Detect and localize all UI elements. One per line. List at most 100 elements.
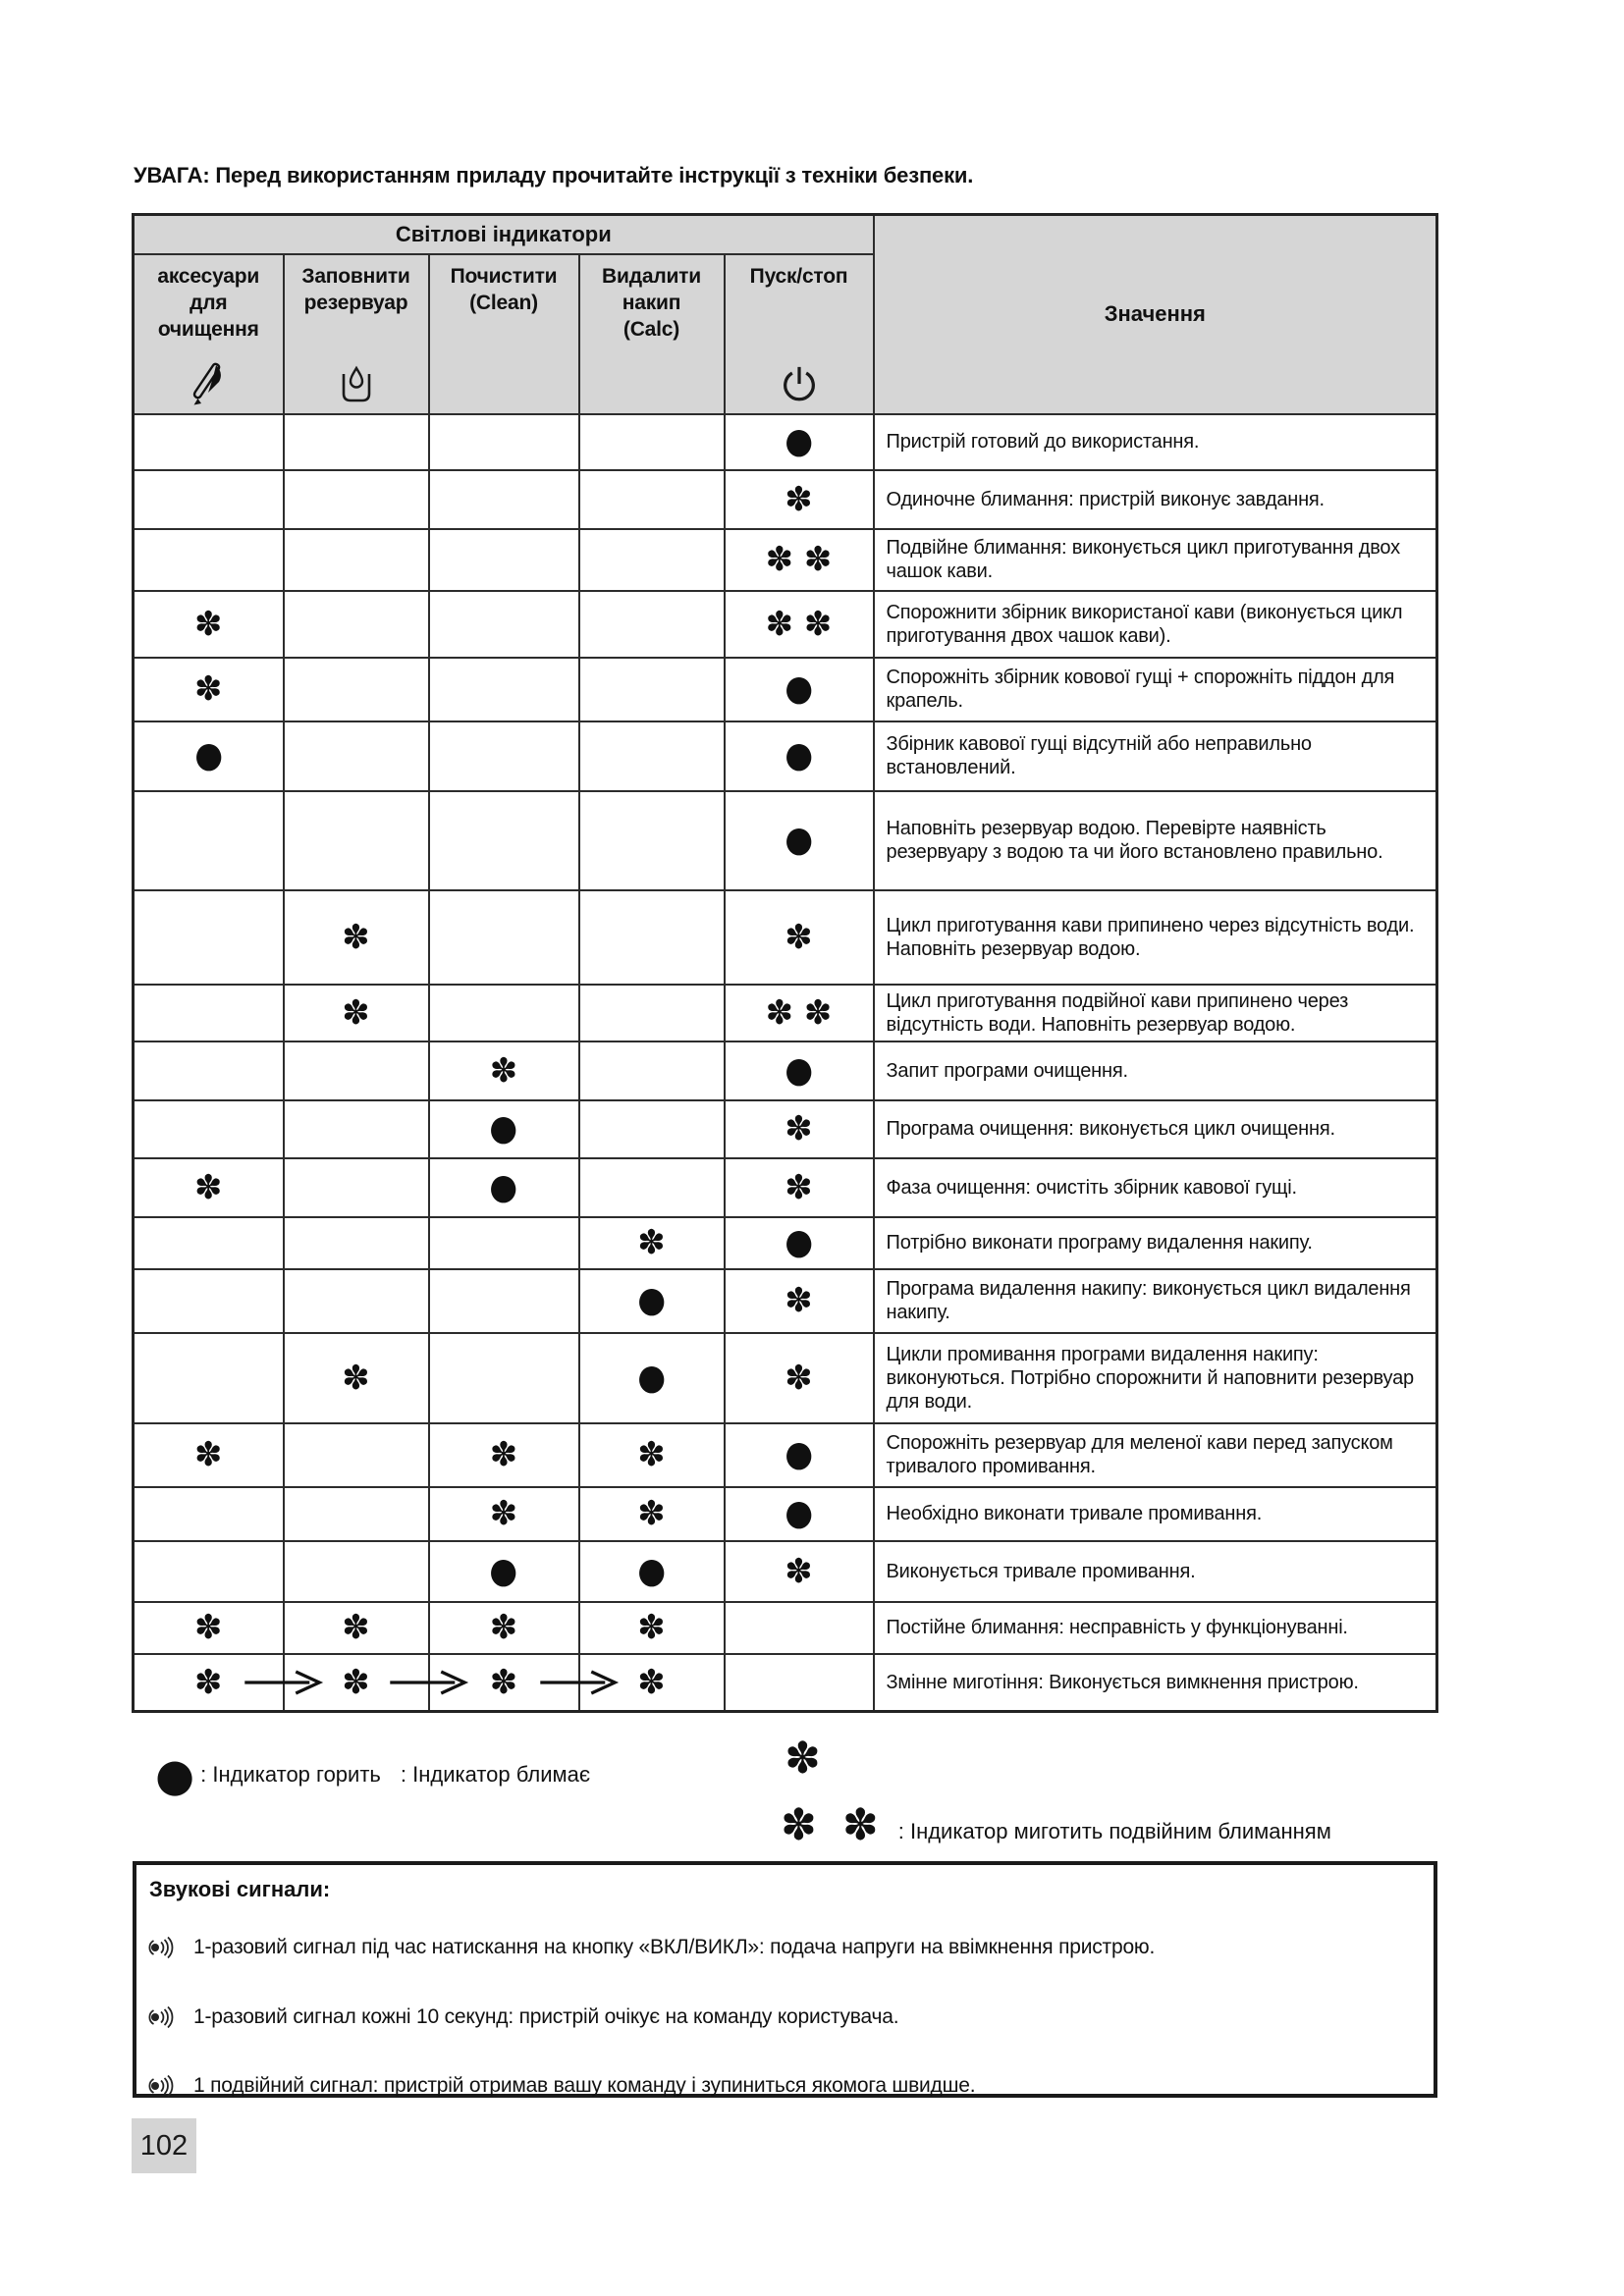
indicator-cell-clean [427, 789, 580, 891]
table-row: ● ● ✽ Виконується тривале промивання. [132, 1539, 1438, 1603]
sound-signals-box: Звукові сигнали: 1-разовий сигнал під ча… [133, 1861, 1437, 2098]
meaning-cell: Постійне блимання: несправність у функці… [872, 1600, 1438, 1655]
table-row: ✽ ● Потрібно виконати програму видалення н… [132, 1215, 1438, 1270]
page-number: 102 [132, 2118, 196, 2173]
legend-double-blink-label: : Індикатор миготить подвійним блиманням [897, 1819, 1331, 1843]
indicator-cell-start: ● [723, 1040, 875, 1101]
indicator-cell-accessories [132, 1098, 285, 1159]
blink-indicator-icon: ✽ [194, 604, 223, 644]
indicator-cell-start: ✽ [723, 1098, 875, 1159]
indicator-cell-calc [577, 789, 726, 891]
column-header-clean: Почистити (Clean) [427, 252, 580, 415]
meaning-cell: Збірник кавової гущі відсутній або непра… [872, 720, 1438, 792]
blink-indicator-icon: ✽ [785, 1281, 813, 1320]
blink-indicator-icon: ✽ [194, 1608, 223, 1647]
indicator-cell-clean [427, 1331, 580, 1424]
indicator-cell-calc: ● [577, 1539, 726, 1603]
indicator-cell-tank [282, 527, 430, 592]
blink-indicator-icon: ✽ [342, 1662, 370, 1702]
indicator-cell-accessories [132, 1215, 285, 1270]
meaning-cell: Цикли промивання програми видалення наки… [872, 1331, 1438, 1424]
indicator-cell-start: ● [723, 1421, 875, 1488]
indicator-cell-clean: ✽ [427, 1421, 580, 1488]
legend-double-blink-line: ✽ ✽ : Індикатор миготить подвійним блима… [781, 1804, 1331, 1847]
meaning-cell: Програма очищення: виконується цикл очищ… [872, 1098, 1438, 1159]
sound-item: 1 подвійний сигнал: пристрій отримав ваш… [148, 2072, 1434, 2100]
blink-indicator-icon: ✽ [342, 992, 370, 1033]
table-row: ✽ ✽ ✽ ✽ Постійне блимання: несправність у фу… [132, 1600, 1438, 1655]
indicator-cell-calc [577, 983, 726, 1042]
indicator-cell-tank [282, 1421, 430, 1488]
blink-indicator-icon: ✽ [194, 1167, 223, 1207]
table-row: ✽ ● ✽ Цикли промивання програми видалення н… [132, 1331, 1438, 1424]
indicator-cell-start: ✽ [723, 468, 875, 530]
indicator-cell-tank: ✽ [282, 983, 430, 1042]
arrow-icon [386, 1668, 470, 1697]
indicator-cell-accessories [132, 412, 285, 471]
on-indicator-icon: ● [637, 1357, 666, 1398]
indicator-cell-clean [427, 412, 580, 471]
indicator-cell-clean [427, 1267, 580, 1334]
meaning-cell: Подвійне блимання: виконується цикл приг… [872, 527, 1438, 592]
speaker-icon [148, 1934, 178, 1961]
water-tank-icon [337, 362, 376, 405]
indicator-cell-calc [577, 720, 726, 792]
indicator-cell-calc: ✽ [539, 1652, 726, 1713]
blink-indicator-icon: ✽ [342, 917, 370, 957]
indicator-cell-start: ✽ [723, 1539, 875, 1603]
meaning-cell: Потрібно виконати програму видалення нак… [872, 1215, 1438, 1270]
table-column-header-row: аксесуари для очищення Заповнити резерву… [132, 252, 1437, 415]
on-indicator-icon: ● [785, 1049, 813, 1091]
indicator-cell-start: ● [723, 789, 875, 891]
blink-indicator-icon: ✽ [489, 1608, 518, 1647]
sound-signals-title: Звукові сигнали: [149, 1877, 331, 1901]
double-blink-indicator-icon: ✽ ✽ [765, 604, 833, 644]
indicator-cell-accessories [132, 527, 285, 592]
sound-item: 1-разовий сигнал під час натискання на к… [148, 1934, 1434, 1961]
indicator-cell-tank [282, 589, 430, 659]
indicator-cell-tank [282, 1215, 430, 1270]
on-indicator-icon: ● [155, 1748, 195, 1801]
indicator-cell-accessories [132, 1539, 285, 1603]
blink-indicator-icon: ✽ [489, 1435, 518, 1474]
indicator-cell-clean: ● [427, 1098, 580, 1159]
column-label: Пуск/стоп [749, 264, 848, 288]
indicator-cell-start: ● [723, 412, 875, 471]
double-blink-indicator-icon: ✽ ✽ [765, 540, 833, 579]
table-row: ✽ ✽ ✽ Цикл приготування подвійної кави при… [132, 983, 1438, 1042]
blink-indicator-icon: ✽ [194, 669, 223, 709]
blink-indicator-icon: ✽ [785, 1551, 813, 1591]
indicator-cell-tank [282, 412, 430, 471]
indicator-cell-accessories: ✽ [132, 1600, 285, 1655]
indicator-cell-accessories [132, 1331, 285, 1424]
meaning-cell: Виконується тривале промивання. [872, 1539, 1438, 1603]
table-group-header-row: Світлові індикатори Значення [132, 213, 1438, 415]
arrow-icon [241, 1668, 325, 1697]
indicator-cell-calc [577, 1040, 726, 1101]
on-indicator-icon: ● [489, 1166, 518, 1207]
cleaning-accessory-icon [186, 356, 231, 405]
indicator-cell-calc: ✽ [577, 1421, 726, 1488]
on-indicator-icon: ● [489, 1108, 518, 1148]
indicator-cell-clean [427, 468, 580, 530]
indicator-cell-calc [577, 888, 726, 986]
column-header-cleaning-accessories: аксесуари для очищення [132, 252, 285, 415]
indicator-cell-start: ✽ [723, 1156, 875, 1218]
blink-indicator-icon: ✽ [194, 1662, 223, 1702]
table-row: ✽ ✽ Цикл приготування кави припинено через… [132, 888, 1438, 986]
indicator-cell-clean: ✽ [427, 1040, 580, 1101]
table-row: ✽ ● Запит програми очищення. [132, 1040, 1438, 1101]
blink-indicator-icon: ✽ [489, 1050, 518, 1091]
meaning-cell: Спорожнити збірник використаної кави (ви… [872, 589, 1438, 659]
table-row: ✽ ✽ Подвійне блимання: виконується цикл п… [132, 527, 1438, 592]
indicator-cell-calc: ✽ [577, 1600, 726, 1655]
table-row: ✽ ● Спорожніть збірник ковової гущі + спор… [132, 656, 1438, 722]
indicator-cell-tank [282, 468, 430, 530]
meaning-cell: Змінне миготіння: Виконується вимкнення … [872, 1652, 1438, 1713]
indicator-cell-calc: ● [577, 1267, 726, 1334]
column-label: Заповнити резервуар [301, 264, 410, 314]
indicator-cell-accessories: ✽ [132, 1156, 285, 1218]
speaker-icon [148, 2072, 178, 2100]
indicator-cell-start [723, 1600, 875, 1655]
blink-indicator-icon: ✽ [637, 1608, 666, 1647]
